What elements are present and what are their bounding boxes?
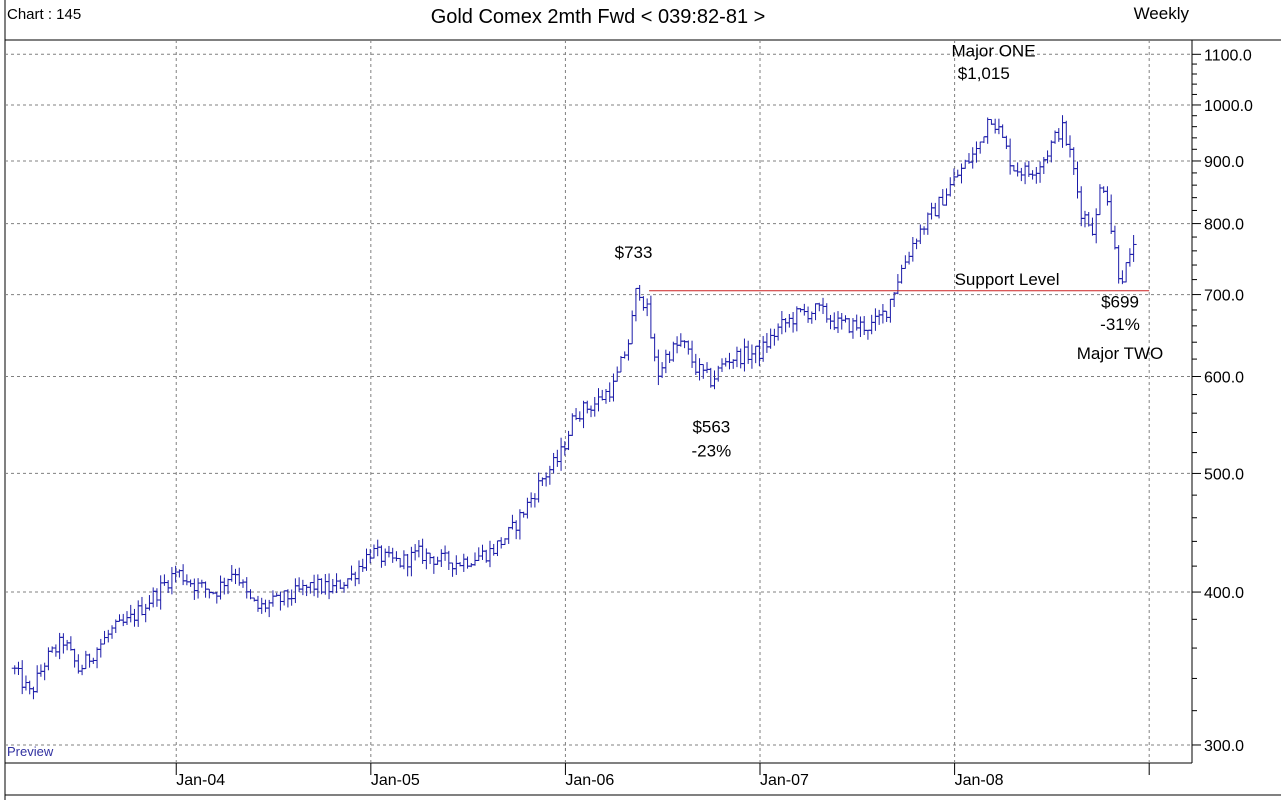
y-tick-label: 800.0 [1204, 217, 1244, 234]
y-tick-label: 1100.0 [1204, 47, 1252, 64]
support-level-label: Support Level [955, 270, 1060, 289]
annotations: Major ONE $1,015 $733 $563 -23% $699 -31% Major… [615, 42, 1164, 461]
chart-title: Gold Comex 2mth Fwd < 039:82-81 > [431, 6, 766, 28]
chart-id-label: Chart : 145 [7, 6, 81, 23]
y-tick-label: 700.0 [1204, 288, 1244, 305]
x-axis: Jan-04 Jan-05 Jan-06 Jan-07 Jan-08 [175, 763, 1150, 789]
annotation-pct-23: -23% [692, 442, 732, 461]
y-tick-label: 1000.0 [1204, 98, 1253, 115]
annotation-major-two: Major TWO [1077, 344, 1164, 363]
y-tick-label: 300.0 [1204, 738, 1244, 755]
annotation-major-one-price: $1,015 [958, 64, 1010, 83]
y-axis: 300.0 400.0 500.0 600.0 700.0 800.0 900.0 1000.… [1192, 47, 1253, 755]
annotation-peak-733: $733 [615, 243, 653, 262]
x-tick-label: Jan-04 [176, 772, 225, 789]
x-tick-label: Jan-07 [760, 772, 809, 789]
y-tick-label: 600.0 [1204, 370, 1244, 387]
x-tick-label: Jan-08 [955, 772, 1004, 789]
y-tick-label: 500.0 [1204, 466, 1244, 483]
preview-watermark: Preview [7, 744, 54, 759]
x-gridlines [175, 40, 1150, 763]
price-bars [11, 115, 1137, 700]
annotation-low-563: $563 [692, 418, 730, 437]
annotation-pct-31: -31% [1100, 315, 1140, 334]
x-tick-label: Jan-05 [371, 772, 420, 789]
x-tick-label: Jan-06 [565, 772, 614, 789]
annotation-low-699: $699 [1101, 293, 1139, 312]
y-tick-label: 400.0 [1204, 585, 1244, 602]
annotation-major-one-label: Major ONE [951, 42, 1035, 61]
y-tick-label: 900.0 [1204, 154, 1244, 171]
period-label: Weekly [1134, 4, 1190, 23]
